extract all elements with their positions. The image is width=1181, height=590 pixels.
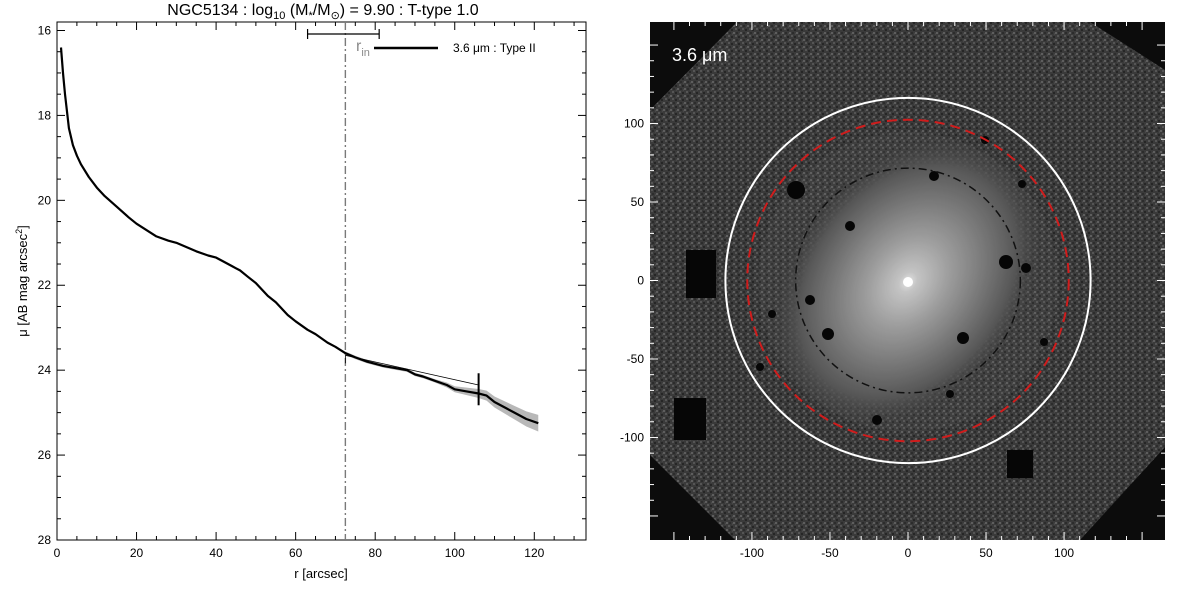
aperture-circles bbox=[724, 96, 1092, 465]
y-tick-label: 16 bbox=[38, 23, 52, 37]
x-axis-label: r [arcsec] bbox=[294, 566, 347, 581]
mask-region bbox=[1040, 338, 1048, 346]
mask-region bbox=[805, 295, 815, 305]
image-y-tick-label: -50 bbox=[627, 352, 645, 366]
mask-region bbox=[872, 415, 882, 425]
x-tick-label: 100 bbox=[445, 546, 465, 560]
axis-tick-labels: 0 20 40 60 80 100 120 16 18 20 22 24 26 28 bbox=[38, 23, 545, 560]
mask-region bbox=[957, 332, 969, 344]
image-x-tick-label: -50 bbox=[821, 546, 839, 560]
galaxy-image-panel: -100 -50 0 50 100 -100 -50 0 50 100 3.6 μm bbox=[620, 22, 1165, 560]
mask-region bbox=[686, 250, 716, 298]
image-band-label: 3.6 μm bbox=[672, 45, 727, 65]
mask-region bbox=[1007, 450, 1033, 478]
y-tick-label: 24 bbox=[38, 363, 52, 377]
mask-region bbox=[946, 390, 954, 398]
mask-region bbox=[674, 398, 706, 440]
mask-region bbox=[1018, 180, 1026, 188]
mask-region bbox=[999, 255, 1013, 269]
mask-region bbox=[756, 363, 764, 371]
image-x-tick-label: -100 bbox=[740, 546, 764, 560]
image-y-tick-label: 50 bbox=[631, 195, 645, 209]
aperture-circle-solid bbox=[724, 96, 1092, 465]
image-y-tick-label: 0 bbox=[637, 274, 644, 288]
mask-region bbox=[787, 181, 805, 199]
plot-frame bbox=[56, 21, 587, 541]
y-tick-label: 28 bbox=[38, 533, 52, 547]
legend-label: 3.6 μm : Type II bbox=[453, 41, 536, 55]
image-axis-tick-labels: -100 -50 0 50 100 -100 -50 0 50 100 bbox=[620, 117, 1074, 560]
x-tick-label: 120 bbox=[524, 546, 544, 560]
y-tick-label: 20 bbox=[38, 193, 52, 207]
image-y-tick-label: 100 bbox=[624, 117, 644, 131]
y-tick-label: 22 bbox=[38, 278, 52, 292]
mask-region bbox=[929, 171, 939, 181]
image-x-tick-label: 100 bbox=[1054, 546, 1074, 560]
x-tick-label: 20 bbox=[130, 546, 144, 560]
image-x-tick-label: 50 bbox=[979, 546, 993, 560]
x-tick-label: 80 bbox=[369, 546, 383, 560]
profile-line bbox=[59, 47, 539, 425]
image-x-tick-label: 0 bbox=[905, 546, 912, 560]
x-tick-label: 0 bbox=[54, 546, 61, 560]
profile-data-layer bbox=[59, 22, 539, 540]
y-tick-label: 18 bbox=[38, 108, 52, 122]
image-y-tick-label: -100 bbox=[620, 430, 644, 444]
y-tick-label: 26 bbox=[38, 448, 52, 462]
x-tick-label: 60 bbox=[289, 546, 303, 560]
mask-region bbox=[1021, 263, 1031, 273]
mask-region bbox=[845, 221, 855, 231]
mask-region bbox=[822, 328, 834, 340]
galaxy-core bbox=[903, 277, 913, 287]
rin-annotation-label: rin bbox=[356, 38, 370, 59]
aperture-circle-dashed bbox=[746, 118, 1070, 443]
mask-region bbox=[768, 310, 776, 318]
surface-brightness-profile-chart: NGC5134 : log10 (M*/M⊙) = 9.90 : T-type … bbox=[14, 2, 587, 581]
image-axis-ticks bbox=[650, 22, 1165, 540]
aperture-circle-dashdot bbox=[794, 167, 1022, 394]
disk-fit-line bbox=[345, 354, 479, 386]
chart-title: NGC5134 : log10 (M*/M⊙) = 9.90 : T-type … bbox=[167, 2, 478, 22]
y-axis-label: μ [AB mag arcsec2] bbox=[14, 225, 30, 337]
x-tick-label: 40 bbox=[209, 546, 223, 560]
axis-ticks bbox=[56, 22, 586, 541]
